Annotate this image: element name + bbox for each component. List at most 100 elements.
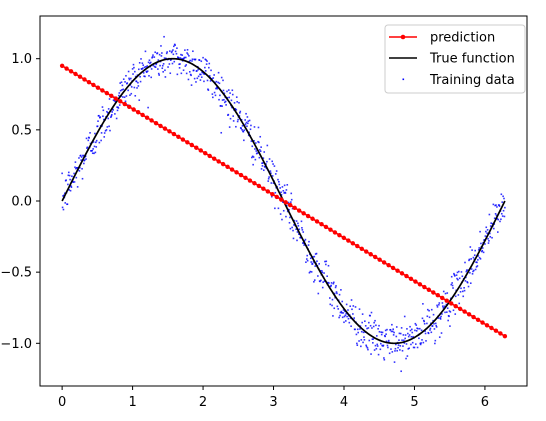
prediction-marker xyxy=(91,82,96,88)
training-data-point xyxy=(183,57,185,60)
prediction-marker xyxy=(64,66,69,71)
prediction-marker xyxy=(198,148,203,153)
training-data-point xyxy=(291,207,294,210)
training-data-point xyxy=(450,275,453,278)
training-data-point xyxy=(166,51,168,53)
training-data-point xyxy=(408,347,410,350)
training-data-point xyxy=(477,259,479,261)
training-data-point xyxy=(459,291,462,293)
training-data-point xyxy=(419,342,422,345)
training-data-point xyxy=(383,357,385,359)
training-data-point xyxy=(421,317,424,320)
training-data-point xyxy=(412,335,414,338)
training-data-point xyxy=(267,180,270,182)
training-data-point xyxy=(189,59,192,62)
training-data-point xyxy=(489,232,491,235)
training-data-point xyxy=(270,172,272,174)
training-data-point xyxy=(295,228,297,231)
training-data-point xyxy=(192,69,195,72)
training-data-point xyxy=(175,52,178,55)
prediction-marker xyxy=(113,96,118,101)
training-data-point xyxy=(148,59,151,62)
training-data-point xyxy=(454,275,456,277)
training-data-point xyxy=(250,124,252,127)
prediction-marker xyxy=(207,153,212,159)
training-data-point xyxy=(368,321,370,324)
training-data-point xyxy=(407,335,410,338)
training-data-point xyxy=(306,259,309,262)
training-data-point xyxy=(330,282,333,284)
training-data-point xyxy=(383,358,386,361)
training-data-point xyxy=(109,129,111,132)
training-data-point xyxy=(422,319,425,322)
y-tick-label: 0.0 xyxy=(11,195,32,210)
training-data-point xyxy=(206,60,208,62)
training-data-point xyxy=(360,345,362,348)
training-data-point xyxy=(286,204,288,207)
training-data-point xyxy=(391,330,394,333)
training-data-point xyxy=(225,104,227,106)
prediction-marker xyxy=(229,167,235,172)
training-data-point xyxy=(268,176,270,178)
training-data-point xyxy=(66,203,69,206)
training-data-point xyxy=(439,318,442,320)
training-data-point xyxy=(424,330,426,332)
training-data-point xyxy=(451,282,453,284)
training-data-point xyxy=(488,240,490,242)
prediction-marker xyxy=(328,227,333,232)
training-data-point xyxy=(469,246,472,248)
training-data-point xyxy=(402,334,405,336)
training-data-point xyxy=(291,226,293,229)
training-data-point xyxy=(248,119,251,122)
training-data-point xyxy=(185,64,188,66)
training-data-point xyxy=(414,322,417,325)
training-data-point xyxy=(429,329,431,331)
training-data-point xyxy=(415,343,417,345)
prediction-marker xyxy=(167,129,172,134)
training-data-point xyxy=(149,61,152,64)
training-data-point xyxy=(376,345,379,347)
training-data-point xyxy=(390,330,393,333)
training-data-point xyxy=(457,278,459,281)
training-data-point xyxy=(81,177,84,180)
training-data-point xyxy=(335,291,338,293)
training-data-point xyxy=(465,270,468,273)
training-data-point xyxy=(171,62,174,65)
training-data-point xyxy=(329,297,331,299)
training-data-point xyxy=(288,221,291,224)
training-data-point xyxy=(231,106,233,109)
training-data-point xyxy=(220,131,223,134)
training-data-point xyxy=(384,335,387,338)
training-data-point xyxy=(431,325,434,327)
training-data-point xyxy=(406,355,409,357)
training-data-point xyxy=(195,81,197,83)
prediction-marker xyxy=(288,202,293,208)
training-data-point xyxy=(493,217,496,220)
training-data-point xyxy=(343,321,345,324)
training-data-point xyxy=(71,175,73,178)
training-data-point xyxy=(259,150,262,153)
training-data-point xyxy=(366,327,368,330)
training-data-point xyxy=(221,99,224,101)
training-data-point xyxy=(502,195,504,198)
training-data-point xyxy=(73,172,75,175)
training-data-point xyxy=(369,314,371,317)
training-data-point xyxy=(247,120,250,122)
legend-label-prediction: prediction xyxy=(430,31,495,46)
training-data-point xyxy=(339,314,341,317)
training-data-point xyxy=(332,315,334,317)
training-data-point xyxy=(311,263,314,265)
training-data-point xyxy=(460,287,462,290)
training-data-point xyxy=(323,272,325,274)
training-data-point xyxy=(350,325,352,328)
training-data-point xyxy=(290,201,292,203)
training-data-point xyxy=(340,310,343,313)
training-data-point xyxy=(144,50,147,53)
training-data-point xyxy=(178,63,180,66)
training-data-point xyxy=(191,58,194,61)
prediction-marker xyxy=(480,320,485,325)
training-data-point xyxy=(139,80,142,83)
training-data-point xyxy=(95,139,98,142)
training-data-point xyxy=(95,146,98,148)
prediction-marker xyxy=(475,317,481,323)
